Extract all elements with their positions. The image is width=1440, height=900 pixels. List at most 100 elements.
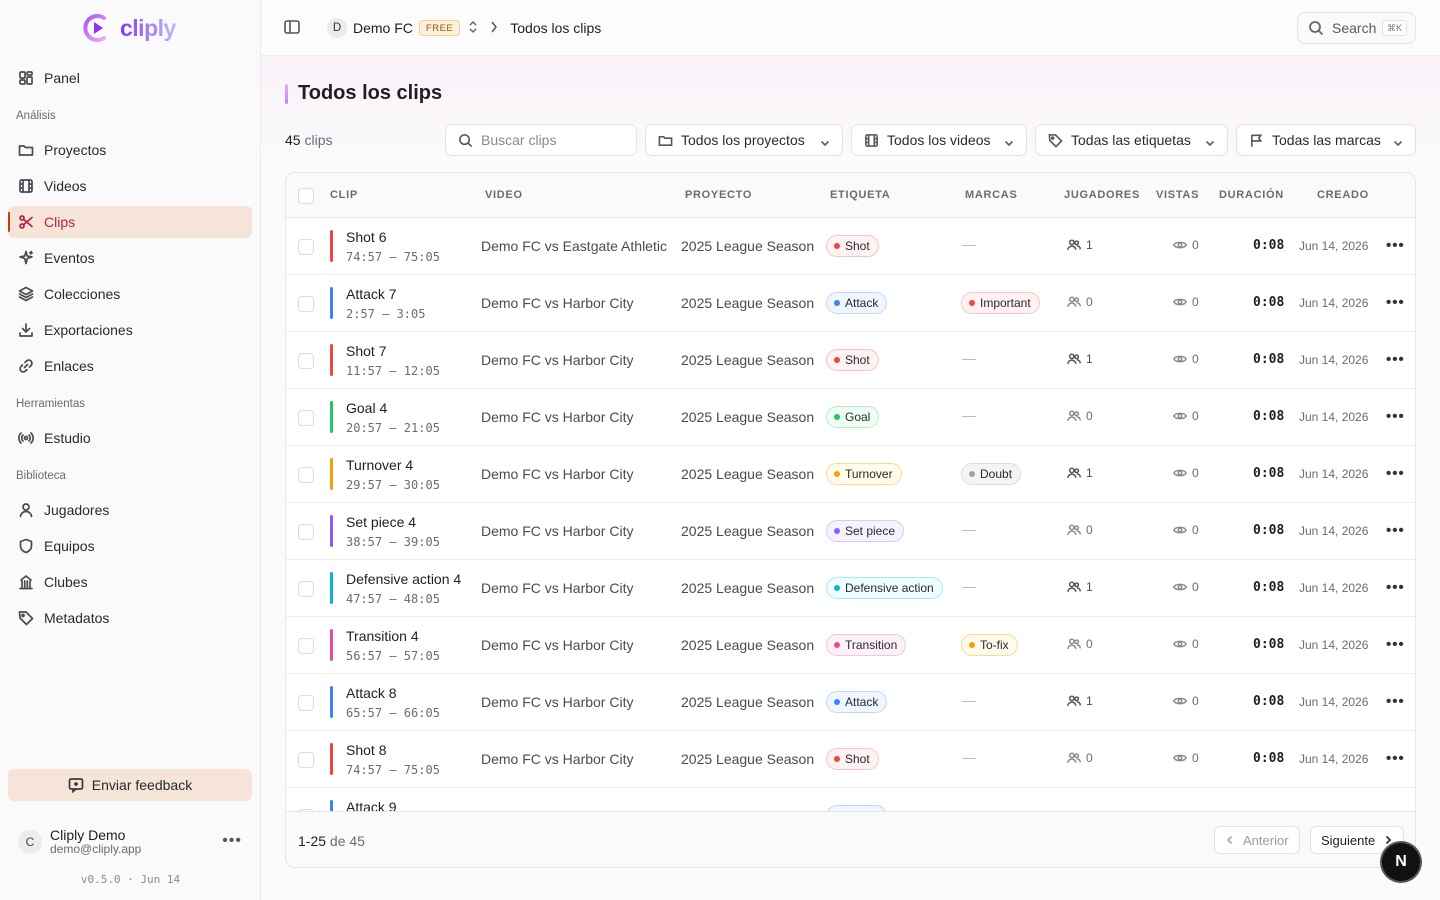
team-name[interactable]: Demo FC: [353, 20, 413, 36]
col-marks[interactable]: MARCAS: [965, 189, 1018, 201]
clip-name[interactable]: Shot 8: [346, 742, 387, 758]
clip-project[interactable]: 2025 League Season: [681, 637, 815, 653]
col-created[interactable]: CREADO: [1317, 189, 1369, 201]
row-more-icon[interactable]: •••: [1386, 750, 1405, 767]
row-checkbox[interactable]: [298, 524, 314, 540]
sidebar-item-enlaces[interactable]: Enlaces: [8, 350, 252, 382]
col-clip[interactable]: CLIP: [330, 189, 358, 201]
clip-name[interactable]: Set piece 4: [346, 514, 417, 530]
clip-video[interactable]: Demo FC vs Harbor City: [481, 409, 634, 425]
clip-name[interactable]: Turnover 4: [346, 457, 414, 473]
col-project[interactable]: PROYECTO: [685, 189, 753, 201]
tag-filter[interactable]: Todas las etiquetas: [1035, 124, 1228, 156]
clip-video[interactable]: Demo FC vs Harbor City: [481, 295, 634, 311]
previous-page-button[interactable]: Anterior: [1214, 826, 1300, 854]
sidebar-item-jugadores[interactable]: Jugadores: [8, 494, 252, 526]
row-checkbox[interactable]: [298, 752, 314, 768]
clip-name[interactable]: Attack 9: [346, 799, 397, 811]
clip-project[interactable]: 2025 League Season: [681, 523, 815, 539]
sidebar-item-exportaciones[interactable]: Exportaciones: [8, 314, 252, 346]
row-more-icon[interactable]: •••: [1386, 636, 1405, 653]
clip-project[interactable]: 2025 League Season: [681, 580, 815, 596]
clip-name[interactable]: Shot 7: [346, 343, 387, 359]
clip-project[interactable]: 2025 League Season: [681, 352, 815, 368]
clip-video[interactable]: Demo FC vs Harbor City: [481, 523, 634, 539]
sidebar-item-panel[interactable]: Panel: [8, 62, 252, 94]
row-more-icon[interactable]: •••: [1386, 351, 1405, 368]
table-row[interactable]: Shot 7 11:57 – 12:05 Demo FC vs Harbor C…: [286, 332, 1415, 389]
clip-video[interactable]: Demo FC vs Harbor City: [481, 637, 634, 653]
clip-project[interactable]: 2025 League Season: [681, 751, 815, 767]
sidebar-toggle-icon[interactable]: [283, 18, 301, 36]
row-checkbox[interactable]: [298, 410, 314, 426]
clip-project[interactable]: 2025 League Season: [681, 238, 815, 254]
chevrons-up-down-icon[interactable]: [468, 20, 478, 37]
clip-name[interactable]: Attack 8: [346, 685, 397, 701]
clip-project[interactable]: 2025 League Season: [681, 694, 815, 710]
clip-name[interactable]: Defensive action 4: [346, 571, 462, 587]
user-menu[interactable]: C Cliply Demo demo@cliply.app •••: [18, 826, 250, 858]
row-checkbox[interactable]: [298, 581, 314, 597]
mark-filter[interactable]: Todas las marcas: [1236, 124, 1416, 156]
row-more-icon[interactable]: •••: [1386, 522, 1405, 539]
table-row[interactable]: Transition 4 56:57 – 57:05 Demo FC vs Ha…: [286, 617, 1415, 674]
clip-project[interactable]: 2025 League Season: [681, 409, 815, 425]
feedback-button[interactable]: Enviar feedback: [8, 769, 252, 801]
app-logo[interactable]: cliply: [82, 12, 176, 44]
dev-tools-badge[interactable]: N: [1382, 843, 1420, 881]
row-checkbox[interactable]: [298, 353, 314, 369]
row-more-icon[interactable]: •••: [1386, 465, 1405, 482]
row-checkbox[interactable]: [298, 467, 314, 483]
clip-name[interactable]: Shot 6: [346, 229, 387, 245]
sidebar-item-eventos[interactable]: Eventos: [8, 242, 252, 274]
col-tag[interactable]: ETIQUETA: [830, 189, 891, 201]
col-duration[interactable]: DURACIÓN: [1219, 189, 1284, 201]
clip-project[interactable]: 2025 League Season: [681, 295, 815, 311]
more-horizontal-icon[interactable]: •••: [222, 832, 242, 849]
sidebar-item-clubes[interactable]: Clubes: [8, 566, 252, 598]
clip-video[interactable]: Demo FC vs Harbor City: [481, 580, 634, 596]
clip-video[interactable]: Demo FC vs Harbor City: [481, 352, 634, 368]
sidebar-item-metadatos[interactable]: Metadatos: [8, 602, 252, 634]
table-row[interactable]: Attack 8 65:57 – 66:05 Demo FC vs Harbor…: [286, 674, 1415, 731]
project-filter[interactable]: Todos los proyectos: [645, 124, 843, 156]
table-row[interactable]: Turnover 4 29:57 – 30:05 Demo FC vs Harb…: [286, 446, 1415, 503]
clip-video[interactable]: Demo FC vs Harbor City: [481, 694, 634, 710]
clip-name[interactable]: Attack 7: [346, 286, 397, 302]
row-more-icon[interactable]: •••: [1386, 237, 1405, 254]
row-more-icon[interactable]: •••: [1386, 294, 1405, 311]
col-video[interactable]: VIDEO: [485, 189, 523, 201]
video-filter[interactable]: Todos los videos: [851, 124, 1027, 156]
sidebar-item-proyectos[interactable]: Proyectos: [8, 134, 252, 166]
col-players[interactable]: JUGADORES: [1064, 189, 1140, 201]
clip-name[interactable]: Transition 4: [346, 628, 419, 644]
row-checkbox[interactable]: [298, 695, 314, 711]
table-row[interactable]: Defensive action 4 47:57 – 48:05 Demo FC…: [286, 560, 1415, 617]
table-row[interactable]: Shot 6 74:57 – 75:05 Demo FC vs Eastgate…: [286, 218, 1415, 275]
select-all-checkbox[interactable]: [298, 188, 314, 204]
table-row[interactable]: Shot 8 74:57 – 75:05 Demo FC vs Harbor C…: [286, 731, 1415, 788]
row-more-icon[interactable]: •••: [1386, 693, 1405, 710]
sidebar-item-videos[interactable]: Videos: [8, 170, 252, 202]
clip-name[interactable]: Goal 4: [346, 400, 388, 416]
row-checkbox[interactable]: [298, 296, 314, 312]
sidebar-item-colecciones[interactable]: Colecciones: [8, 278, 252, 310]
sidebar-item-clips[interactable]: Clips: [8, 206, 252, 238]
table-row[interactable]: Attack 7 2:57 – 3:05 Demo FC vs Harbor C…: [286, 275, 1415, 332]
team-avatar[interactable]: D: [327, 18, 347, 38]
table-row[interactable]: Attack 9 Attack — •••: [286, 788, 1415, 811]
clip-project[interactable]: 2025 League Season: [681, 466, 815, 482]
col-views[interactable]: VISTAS: [1156, 189, 1200, 201]
row-more-icon[interactable]: •••: [1386, 579, 1405, 596]
global-search-button[interactable]: Search ⌘K: [1297, 12, 1416, 44]
clip-video[interactable]: Demo FC vs Eastgate Athletic: [481, 238, 667, 254]
sidebar-item-equipos[interactable]: Equipos: [8, 530, 252, 562]
row-checkbox[interactable]: [298, 239, 314, 255]
row-more-icon[interactable]: •••: [1386, 408, 1405, 425]
search-clips-input[interactable]: Buscar clips: [445, 124, 637, 156]
table-row[interactable]: Set piece 4 38:57 – 39:05 Demo FC vs Har…: [286, 503, 1415, 560]
clip-video[interactable]: Demo FC vs Harbor City: [481, 751, 634, 767]
table-row[interactable]: Goal 4 20:57 – 21:05 Demo FC vs Harbor C…: [286, 389, 1415, 446]
sidebar-item-estudio[interactable]: Estudio: [8, 422, 252, 454]
clip-video[interactable]: Demo FC vs Harbor City: [481, 466, 634, 482]
